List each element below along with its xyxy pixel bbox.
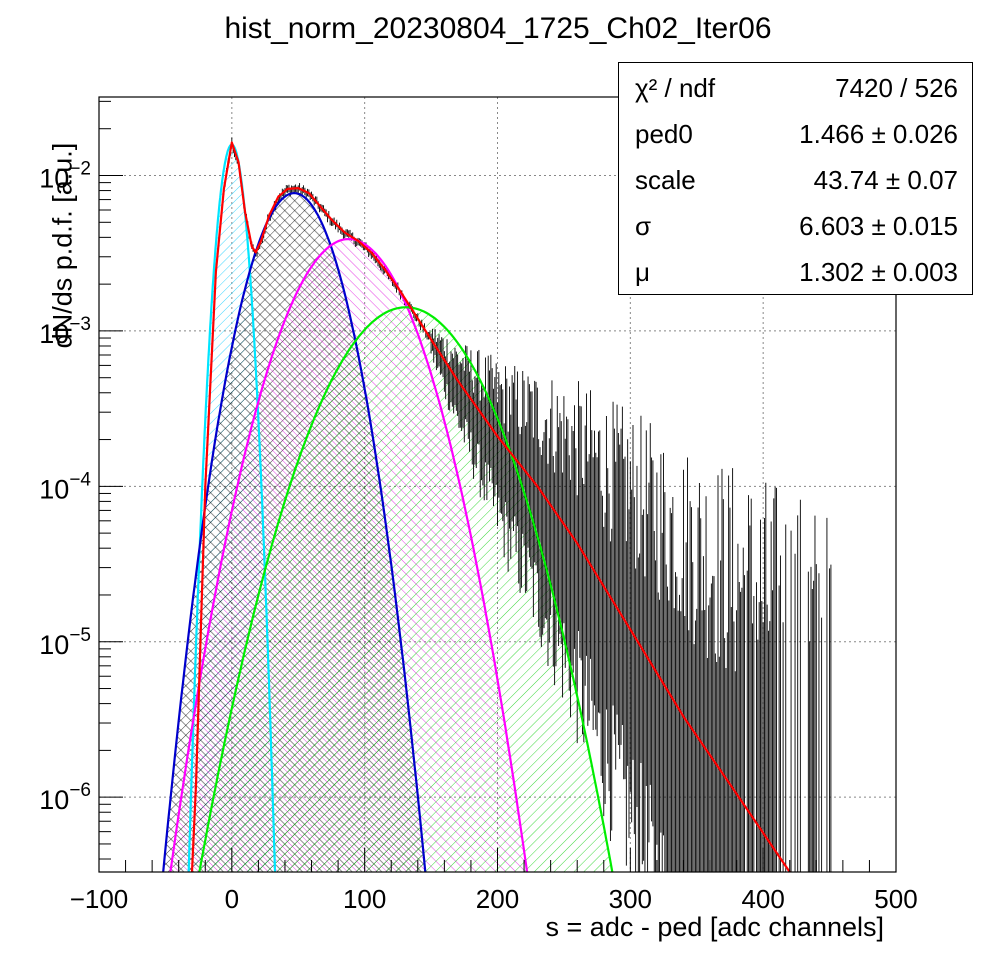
stats-key: ped0 [635, 119, 693, 149]
x-tick-label: 500 [874, 884, 917, 914]
x-axis-label: s = adc - ped [adc channels] [545, 912, 884, 942]
y-tick-label: 10−3 [39, 314, 91, 349]
component-curve-2 [169, 238, 529, 873]
stats-key: σ [635, 211, 652, 241]
x-tick-label: 400 [741, 884, 784, 914]
component-curves [162, 143, 614, 873]
chart-title: hist_norm_20230804_1725_Ch02_Iter06 [224, 12, 772, 45]
component-curve-3 [198, 306, 614, 873]
axis-ticks [98, 100, 897, 872]
y-tick-labels: 10−6 10−5 10−4 10−3 10−2 [39, 159, 91, 816]
stats-row-sigma: σ 6.603 ± 0.015 [619, 205, 972, 251]
stats-value: 43.74 ± 0.07 [813, 165, 958, 195]
fit-line [190, 141, 791, 873]
x-tick-label: 200 [476, 884, 519, 914]
stats-key: χ² / ndf [635, 73, 716, 103]
y-tick-label: 10−6 [39, 780, 91, 815]
stats-key: scale [635, 165, 696, 195]
stats-row-scale: scale 43.74 ± 0.07 [619, 159, 972, 205]
x-tick-label: 300 [609, 884, 652, 914]
stats-value: 1.302 ± 0.003 [799, 257, 958, 287]
stats-row-ped0: ped0 1.466 ± 0.026 [619, 113, 972, 159]
y-tick-label: 10−2 [39, 159, 91, 194]
x-tick-labels: −100 0 100 200 300 400 500 [70, 884, 918, 914]
component-curve-1 [162, 191, 427, 873]
x-tick-label: 0 [225, 884, 239, 914]
y-tick-label: 10−4 [39, 469, 91, 504]
fit-curve [190, 141, 791, 873]
stats-key: μ [635, 257, 650, 287]
x-tick-label: 100 [343, 884, 386, 914]
fit-stats-box: χ² / ndf 7420 / 526 ped0 1.466 ± 0.026 s… [618, 62, 973, 295]
stats-value: 7420 / 526 [835, 73, 958, 103]
stats-value: 6.603 ± 0.015 [799, 211, 958, 241]
stats-value: 1.466 ± 0.026 [799, 119, 958, 149]
y-axis-label: dN/ds p.d.f. [a.u.] [47, 142, 78, 349]
stats-row-chi2: χ² / ndf 7420 / 526 [619, 67, 972, 113]
stats-row-mu: μ 1.302 ± 0.003 [619, 251, 972, 297]
y-tick-label: 10−5 [39, 625, 91, 660]
x-tick-label: −100 [70, 884, 129, 914]
